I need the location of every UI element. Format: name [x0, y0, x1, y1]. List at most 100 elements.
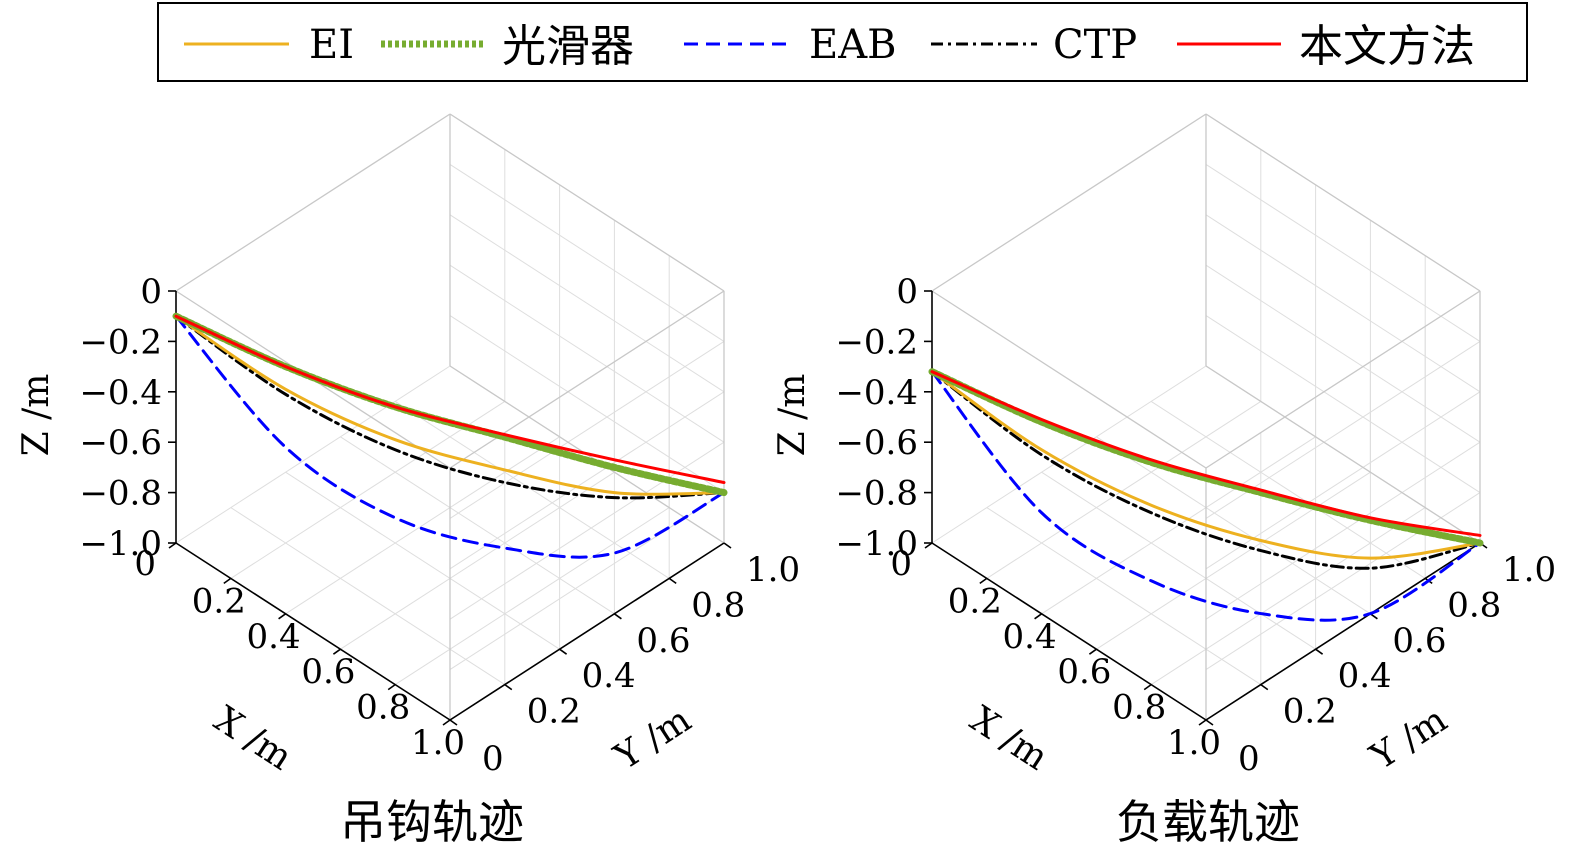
grid-line	[449, 214, 725, 393]
z-tick-label: −0.6	[835, 423, 918, 463]
y-tick	[723, 542, 732, 549]
grid-line	[1205, 264, 1481, 443]
pane-edge	[1205, 290, 1481, 469]
grid-line	[394, 507, 670, 686]
grid-line	[1041, 471, 1316, 650]
grid-line	[449, 163, 725, 342]
grid-line	[1096, 436, 1371, 615]
series-line-2-1	[928, 368, 1484, 547]
grid-line	[986, 507, 1262, 686]
x-tick-label: 0.8	[1112, 688, 1166, 728]
y-tick	[613, 613, 622, 620]
grid-line	[285, 436, 560, 615]
pane-edge	[449, 290, 725, 469]
x-tick-label: 0.2	[948, 581, 1002, 621]
y-tick-label: 0.2	[527, 692, 581, 732]
chart-panel-2: 0−0.2−0.4−0.6−0.8−1.000.20.40.60.81.0 00.…	[772, 113, 1556, 849]
x-tick	[168, 542, 177, 549]
x-tick-label: 0.6	[301, 652, 355, 692]
z-tick-label: −0.8	[835, 474, 918, 514]
grid-line	[1205, 315, 1481, 494]
z-tick-label: −0.2	[835, 322, 918, 362]
x-tick	[332, 648, 341, 655]
pane-edge	[449, 113, 725, 292]
series-line-2-4	[930, 370, 1482, 537]
grid-line	[449, 315, 725, 494]
z-tick-label: −0.2	[79, 322, 162, 362]
z-tick-label: −0.4	[835, 373, 918, 413]
x-tick	[1088, 648, 1097, 655]
series-line-1-3	[174, 314, 726, 500]
grid-line	[1205, 163, 1481, 342]
z-tick-label: −0.6	[79, 423, 162, 463]
series-line-1-0	[174, 314, 726, 496]
z-tick-label: −0.4	[79, 373, 162, 413]
y-axis-line	[449, 542, 725, 721]
grid-line	[1205, 391, 1481, 570]
y-tick	[1260, 683, 1269, 691]
y-tick	[1315, 648, 1324, 655]
x-tick	[1198, 719, 1207, 726]
series-line-1-4	[174, 314, 726, 485]
x-tick	[442, 719, 451, 726]
series-line-2-3	[930, 370, 1482, 570]
grid-line	[1205, 441, 1481, 620]
y-axis-label: Y /m	[1363, 699, 1455, 778]
y-tick-label: 0.2	[1283, 692, 1337, 732]
y-tick-label: 1.0	[1502, 550, 1556, 590]
z-tick-label: −1.0	[79, 524, 162, 564]
x-tick-label: 0.4	[247, 617, 301, 657]
y-tick	[1205, 719, 1214, 726]
y-tick	[559, 648, 568, 655]
pane-edge	[931, 290, 1207, 469]
x-tick	[979, 577, 988, 585]
grid-line	[340, 471, 615, 650]
y-tick-label: 0.6	[636, 621, 690, 661]
grid-line	[1150, 400, 1426, 579]
x-axis-line	[931, 542, 1207, 721]
y-tick-label: 1.0	[746, 550, 800, 590]
z-tick-label: 0	[896, 272, 918, 312]
pane-edge	[175, 113, 451, 292]
chart-title: 负载轨迹	[1116, 795, 1300, 849]
grid-line	[449, 391, 725, 570]
x-tick-label: 0.2	[192, 581, 246, 621]
grid-line	[449, 441, 725, 620]
x-axis-label: X /m	[963, 699, 1055, 779]
grid-line	[931, 365, 1207, 544]
x-tick-label: 0	[890, 544, 912, 584]
legend-label-eab: EAB	[809, 22, 896, 68]
x-tick	[278, 613, 287, 620]
legend-label-ei: EI	[309, 22, 354, 68]
grid-line	[1096, 471, 1371, 650]
y-tick-label: 0	[482, 739, 504, 779]
chart-title: 吊钩轨迹	[340, 795, 524, 849]
z-tick-label: 0	[140, 272, 162, 312]
x-tick	[387, 683, 396, 691]
x-tick-label: 1.0	[411, 723, 465, 763]
x-tick-label: 1.0	[1167, 723, 1221, 763]
x-axis-label: X /m	[207, 699, 299, 779]
x-tick-label: 0.4	[1003, 617, 1057, 657]
y-tick-label: 0	[1238, 739, 1260, 779]
y-tick	[504, 683, 513, 691]
grid-line	[230, 507, 506, 686]
grid-line	[175, 365, 451, 544]
grid-line	[449, 340, 725, 519]
pane-edge	[931, 113, 1207, 292]
legend-label-ours: 本文方法	[1299, 21, 1475, 72]
legend-label-smoother: 光滑器	[502, 21, 634, 72]
grid-line	[340, 436, 615, 615]
z-tick-label: −1.0	[835, 524, 918, 564]
y-tick-label: 0.6	[1392, 621, 1446, 661]
y-tick	[449, 719, 458, 726]
x-tick-label: 0.6	[1057, 652, 1111, 692]
grid-line	[1205, 492, 1481, 671]
y-tick	[668, 577, 677, 585]
y-tick-label: 0.4	[582, 656, 636, 696]
z-axis-label: Z /m	[16, 374, 57, 457]
y-axis-label: Y /m	[607, 699, 699, 778]
x-tick-label: 0.8	[356, 688, 410, 728]
y-tick-label: 0.8	[1447, 585, 1501, 625]
